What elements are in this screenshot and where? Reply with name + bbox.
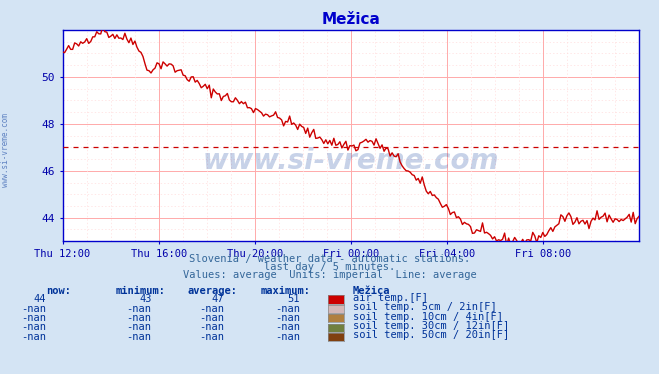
Text: soil temp. 50cm / 20in[F]: soil temp. 50cm / 20in[F]	[353, 331, 509, 340]
Text: -nan: -nan	[21, 332, 46, 341]
Text: -nan: -nan	[199, 322, 224, 332]
Text: -nan: -nan	[127, 313, 152, 323]
Text: -nan: -nan	[199, 304, 224, 313]
Text: minimum:: minimum:	[115, 286, 165, 295]
Text: now:: now:	[46, 286, 71, 295]
Text: average:: average:	[188, 286, 238, 295]
Title: Mežica: Mežica	[322, 12, 380, 27]
Text: 47: 47	[212, 294, 224, 304]
Text: -nan: -nan	[275, 332, 300, 341]
Text: last day / 5 minutes.: last day / 5 minutes.	[264, 262, 395, 272]
Text: soil temp. 10cm / 4in[F]: soil temp. 10cm / 4in[F]	[353, 312, 503, 322]
Text: Slovenia / weather data - automatic stations.: Slovenia / weather data - automatic stat…	[189, 254, 470, 264]
Text: air temp.[F]: air temp.[F]	[353, 293, 428, 303]
Text: soil temp. 30cm / 12in[F]: soil temp. 30cm / 12in[F]	[353, 321, 509, 331]
Text: -nan: -nan	[21, 322, 46, 332]
Text: maximum:: maximum:	[260, 286, 310, 295]
Text: -nan: -nan	[127, 322, 152, 332]
Text: -nan: -nan	[127, 304, 152, 313]
Text: 51: 51	[287, 294, 300, 304]
Text: -nan: -nan	[275, 322, 300, 332]
Text: Mežica: Mežica	[353, 286, 390, 295]
Text: -nan: -nan	[199, 313, 224, 323]
Text: -nan: -nan	[21, 313, 46, 323]
Text: 44: 44	[34, 294, 46, 304]
Text: -nan: -nan	[275, 304, 300, 313]
Text: www.si-vreme.com: www.si-vreme.com	[203, 147, 499, 175]
Text: www.si-vreme.com: www.si-vreme.com	[1, 113, 10, 187]
Text: -nan: -nan	[127, 332, 152, 341]
Text: Values: average  Units: imperial  Line: average: Values: average Units: imperial Line: av…	[183, 270, 476, 280]
Text: soil temp. 5cm / 2in[F]: soil temp. 5cm / 2in[F]	[353, 303, 496, 312]
Text: -nan: -nan	[199, 332, 224, 341]
Text: -nan: -nan	[21, 304, 46, 313]
Text: 43: 43	[139, 294, 152, 304]
Text: -nan: -nan	[275, 313, 300, 323]
